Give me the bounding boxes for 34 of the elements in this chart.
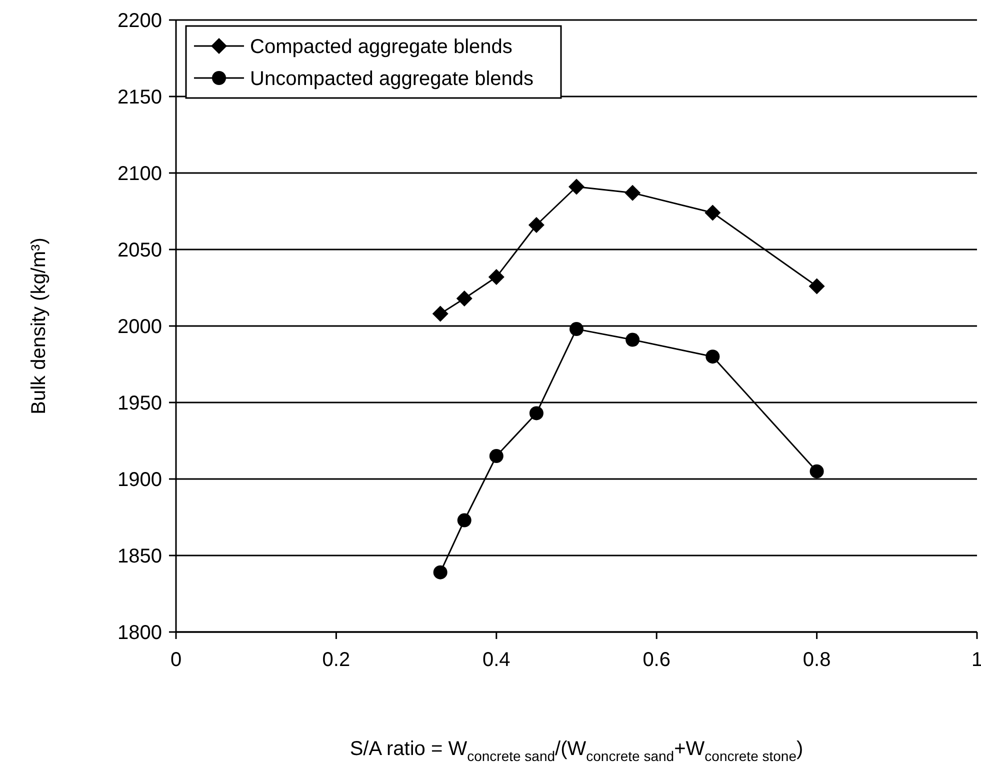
point [433, 565, 448, 580]
point [624, 184, 641, 201]
y-tick-label: 1850 [118, 546, 162, 568]
point [457, 513, 472, 528]
point [810, 464, 824, 478]
point [568, 178, 584, 195]
y-tick-label: 2000 [118, 316, 162, 338]
y-tick-label: 2100 [118, 163, 162, 185]
point [528, 217, 544, 234]
y-tick-label: 2050 [118, 240, 162, 262]
legend-label: Uncompacted aggregate blends [250, 68, 534, 90]
x-axis-title: S/A ratio = W$_{concrete sand}$/(W$_{concrete sand}$+W$_{concrete stone}$) [350, 738, 804, 764]
point [489, 449, 504, 464]
point [626, 332, 640, 347]
x-tick-label: 0.6 [642, 649, 671, 671]
y-tick-label: 1950 [118, 392, 162, 414]
point [432, 306, 448, 322]
y-tick-label: 2200 [118, 10, 162, 32]
x-tick-label: 0 [170, 649, 182, 671]
point [808, 278, 825, 294]
y-tick-label: 1900 [118, 469, 162, 491]
y-tick-label: 1800 [118, 622, 162, 644]
point [706, 350, 720, 364]
x-tick-label: 0.8 [802, 649, 831, 671]
point [488, 269, 504, 286]
x-tick-label: 0.2 [322, 649, 350, 671]
point [456, 290, 472, 306]
y-tick-label: 2150 [118, 86, 162, 108]
point [529, 406, 544, 420]
x-tick-label: 0.4 [482, 649, 510, 671]
point [704, 204, 721, 221]
point [570, 322, 584, 336]
y-axis-title: Bulk density (kg/m³) [28, 238, 50, 414]
legend-label: Compacted aggregate blends [250, 36, 512, 58]
